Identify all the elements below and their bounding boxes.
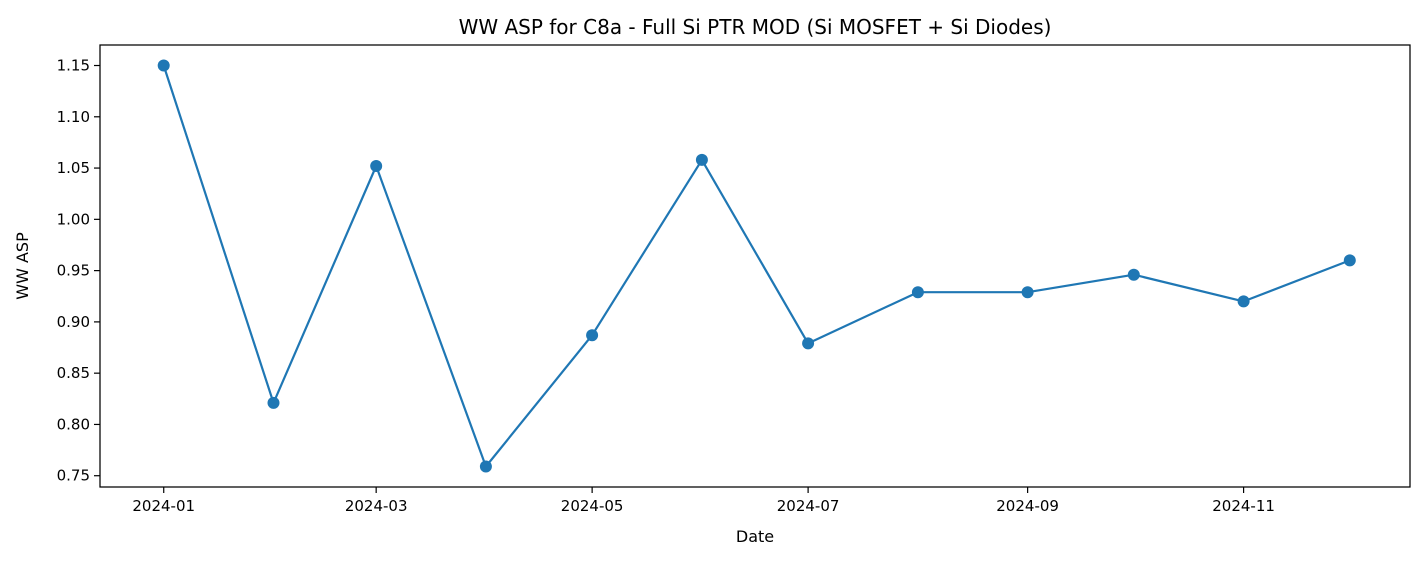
- chart-title: WW ASP for C8a - Full Si PTR MOD (Si MOS…: [459, 15, 1052, 39]
- data-point-marker: [1237, 295, 1250, 308]
- data-point-marker: [370, 160, 383, 172]
- x-axis-ticks: 2024-01 2024-03 2024-05 2024-07 2024-09 2024-…: [132, 487, 1275, 515]
- x-tick-label: 2024-01: [132, 497, 195, 515]
- data-point-marker: [586, 329, 599, 342]
- data-point-marker: [1343, 254, 1356, 267]
- data-point-marker: [695, 153, 708, 166]
- x-tick-label: 2024-07: [777, 497, 840, 515]
- plot-frame: [99, 44, 1411, 488]
- data-point-marker: [911, 286, 924, 299]
- series-line: [162, 64, 1351, 468]
- data-point-marker: [802, 337, 815, 350]
- data-point-marker: [267, 396, 280, 409]
- x-tick-label: 2024-03: [345, 497, 408, 515]
- x-tick-label: 2024-05: [561, 497, 624, 515]
- x-tick-label: 2024-11: [1212, 497, 1275, 515]
- y-tick-label: 1.00: [57, 210, 90, 228]
- y-tick-label: 0.75: [57, 467, 90, 485]
- x-axis-label: Date: [736, 527, 774, 546]
- y-tick-label: 0.85: [57, 364, 90, 382]
- data-point-marker: [479, 460, 492, 473]
- y-tick-label: 1.10: [57, 108, 90, 126]
- y-tick-label: 0.90: [57, 313, 90, 331]
- data-point-marker: [157, 59, 170, 72]
- y-axis-ticks: 0.75 0.80 0.85 0.90 0.95 1.00 1.05 1.10 1.15: [57, 57, 100, 485]
- y-tick-label: 1.05: [57, 159, 90, 177]
- data-point-marker: [1127, 268, 1140, 281]
- data-point-marker: [1021, 286, 1034, 299]
- x-tick-label: 2024-09: [996, 497, 1059, 515]
- y-tick-label: 0.80: [57, 415, 90, 433]
- plot-series: [157, 59, 1356, 473]
- y-tick-label: 1.15: [57, 57, 90, 75]
- y-axis-label: WW ASP: [13, 232, 32, 300]
- y-tick-label: 0.95: [57, 262, 90, 280]
